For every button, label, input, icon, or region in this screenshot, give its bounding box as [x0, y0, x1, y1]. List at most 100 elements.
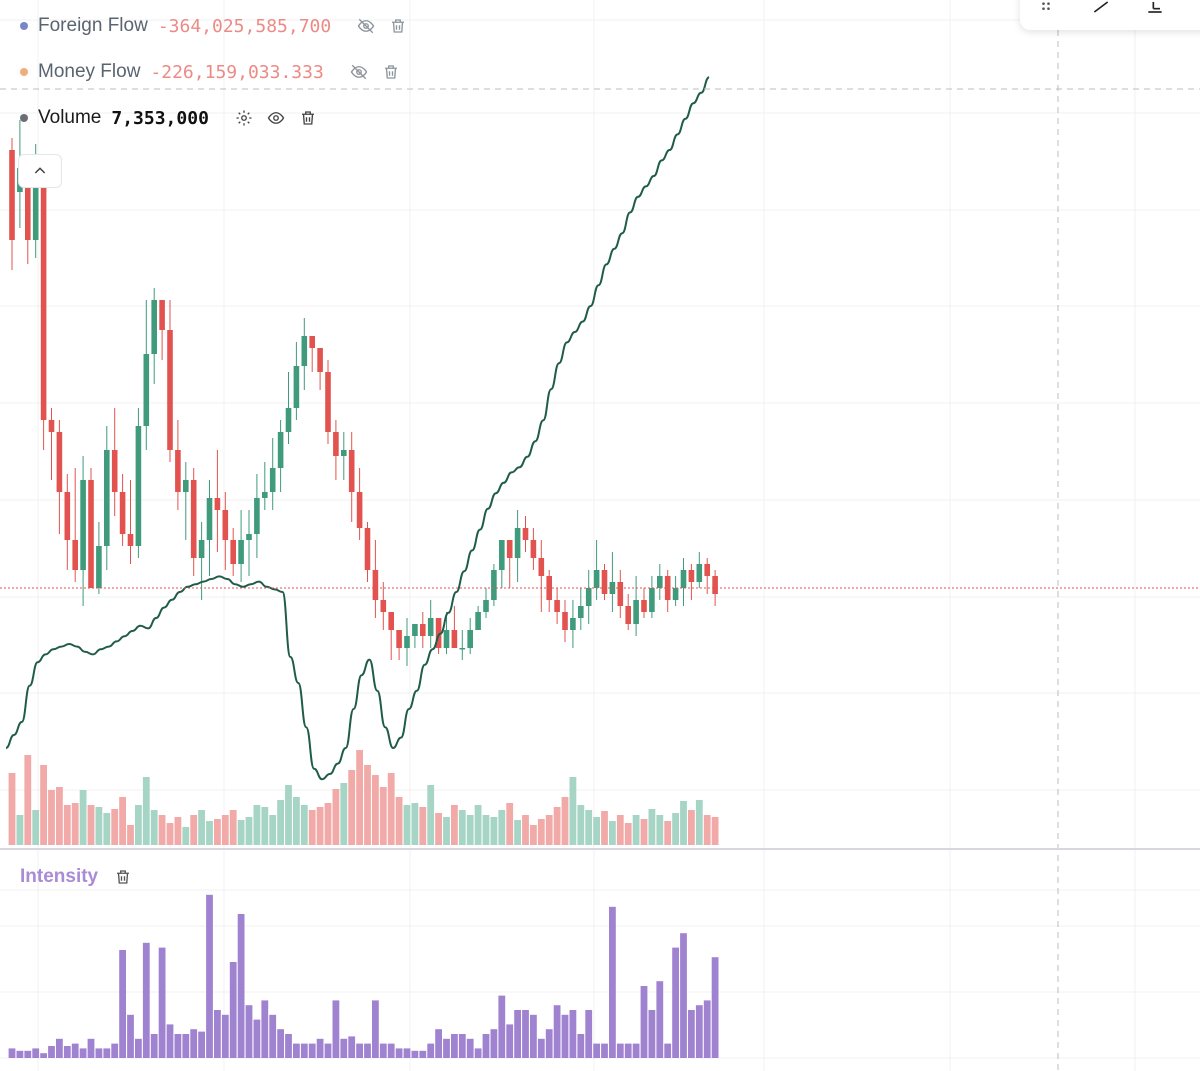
candle-body: [506, 540, 513, 558]
candle-body: [341, 450, 347, 456]
candle-body: [530, 540, 537, 558]
volume-bar: [182, 827, 190, 845]
intensity-bar: [601, 1043, 608, 1058]
eye-off-icon[interactable]: [348, 61, 370, 83]
trend-line-icon[interactable]: [1091, 0, 1112, 18]
volume-bar: [680, 801, 687, 845]
intensity-bar: [695, 1005, 703, 1058]
volume-bar: [451, 805, 458, 845]
volume-bar: [593, 817, 600, 845]
volume-bar: [419, 807, 427, 845]
candle-body: [649, 588, 655, 612]
volume-bar: [498, 810, 506, 845]
gear-icon[interactable]: [233, 107, 255, 129]
volume-bar: [119, 797, 126, 845]
intensity-bar: [8, 1048, 16, 1058]
drag-handle-icon[interactable]: [1036, 0, 1057, 18]
candle-body: [483, 600, 489, 612]
volume-bar: [340, 783, 348, 845]
money-flow-label: Money Flow: [38, 61, 141, 82]
candle-body: [688, 570, 695, 582]
intensity-bar: [664, 1043, 672, 1058]
candle-body: [356, 492, 363, 528]
intensity-bar: [466, 1038, 474, 1058]
volume-bar: [174, 817, 182, 845]
intensity-bar: [451, 1034, 458, 1058]
money-flow-dot: [20, 68, 28, 76]
candle-body: [72, 540, 78, 570]
trash-icon[interactable]: [297, 107, 319, 129]
intensity-bar: [522, 1010, 529, 1058]
candle-body: [230, 540, 236, 564]
intensity-bar: [48, 1046, 55, 1058]
candle-body: [412, 624, 418, 636]
intensity-bar: [293, 1043, 300, 1058]
trash-icon[interactable]: [112, 866, 134, 888]
intensity-bar: [490, 1029, 498, 1058]
volume-bar: [95, 807, 103, 845]
volume-bar: [640, 819, 648, 845]
volume-bar: [237, 820, 245, 845]
volume-bar: [79, 790, 87, 845]
intensity-bar: [71, 1043, 79, 1058]
candle-body: [325, 372, 331, 432]
volume-bar: [395, 797, 403, 845]
candle-body: [238, 540, 244, 564]
intensity-bar: [95, 1048, 103, 1058]
candle-body: [475, 612, 481, 630]
intensity-bar: [545, 1029, 553, 1058]
candle-body: [443, 630, 450, 648]
volume-bar: [63, 805, 71, 845]
candle-body: [570, 618, 576, 630]
candle-body: [104, 450, 110, 546]
volume-bar: [411, 803, 419, 845]
intensity-bar: [537, 1038, 545, 1058]
volume-bar: [609, 821, 616, 845]
intensity-bar: [32, 1048, 40, 1058]
volume-bar: [253, 805, 261, 845]
volume-bar: [127, 825, 134, 845]
volume-bar: [190, 815, 198, 845]
candle-body: [333, 432, 339, 456]
volume-bar: [372, 775, 379, 845]
drawing-toolbox: [1020, 0, 1200, 30]
volume-bar: [379, 787, 387, 845]
intensity-bars: [8, 894, 719, 1058]
volume-bar: [198, 810, 205, 845]
intensity-bar: [237, 914, 245, 1058]
intensity-bar: [482, 1034, 490, 1058]
collapse-legend-button[interactable]: [18, 154, 62, 188]
fib-tool-icon[interactable]: [1145, 0, 1166, 18]
volume-bar: [695, 800, 703, 845]
candle-body: [696, 564, 703, 582]
volume-bar: [466, 815, 474, 845]
intensity-bar: [87, 1038, 95, 1058]
volume-bar: [135, 805, 142, 845]
candle-body: [277, 432, 284, 468]
intensity-bar: [585, 1010, 593, 1058]
candle-body: [499, 540, 505, 570]
candle-body: [309, 336, 315, 348]
intensity-bar: [135, 1038, 142, 1058]
trash-icon[interactable]: [380, 61, 402, 83]
candle-body: [601, 570, 608, 594]
intensity-bar: [458, 1034, 466, 1058]
candle-body: [32, 180, 39, 240]
trash-icon[interactable]: [387, 15, 409, 37]
intensity-bar: [427, 1043, 435, 1058]
eye-off-icon[interactable]: [355, 15, 377, 37]
candle-body: [254, 498, 260, 534]
intensity-bar: [419, 1050, 427, 1058]
volume-bar: [71, 803, 79, 845]
volume-bar: [48, 790, 55, 845]
candle-body: [111, 450, 118, 492]
eye-icon[interactable]: [265, 107, 287, 129]
candle-body: [293, 366, 300, 408]
intensity-bar: [261, 1000, 269, 1058]
volume-bar: [214, 819, 221, 845]
intensity-bar: [553, 1005, 561, 1058]
intensity-bar: [285, 1034, 292, 1058]
candle-body: [348, 450, 355, 492]
volume-bar: [577, 805, 585, 845]
